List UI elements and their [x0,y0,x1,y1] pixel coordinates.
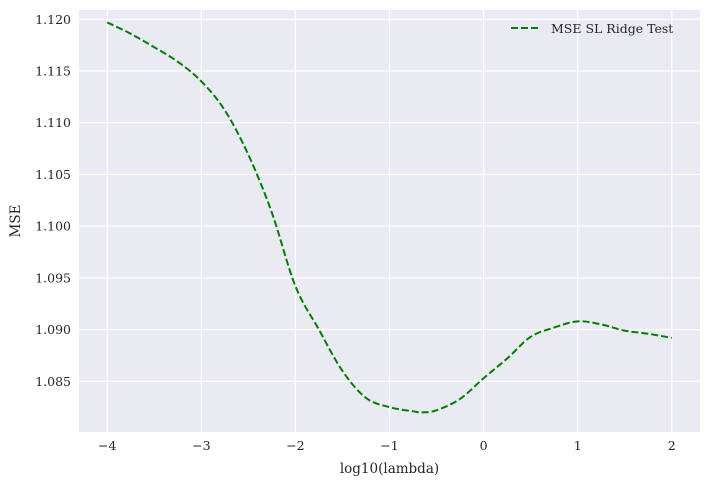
x-tick-label: 2 [668,438,676,453]
x-axis-label: log10(lambda) [340,461,439,477]
x-tick-label: −3 [192,438,210,453]
x-tick-label: −1 [380,438,398,453]
y-tick-label: 1.100 [35,219,71,234]
y-tick-label: 1.085 [35,374,71,389]
series-line-mse-sl-ridge-test [106,21,672,414]
y-tick-label: 1.120 [35,12,71,27]
y-tick-label: 1.090 [35,322,71,337]
y-tick-label: 1.095 [35,270,71,285]
legend: MSE SL Ridge Test [511,21,673,36]
y-tick-label: 1.110 [35,115,71,130]
y-tick-label: 1.115 [35,64,71,79]
x-tick-label: 1 [574,438,582,453]
grid [79,10,700,432]
tick-labels: −4 −3 −2 −1 0 1 2 1.085 1.090 1.095 1.100 1.105 1.11… [35,12,676,453]
x-tick-label: −2 [286,438,304,453]
legend-label: MSE SL Ridge Test [551,21,673,36]
x-tick-label: 0 [480,438,488,453]
series-layer [106,21,672,414]
x-tick-label: −4 [98,438,116,453]
y-axis-label: MSE [8,205,24,238]
y-tick-label: 1.105 [35,167,71,182]
